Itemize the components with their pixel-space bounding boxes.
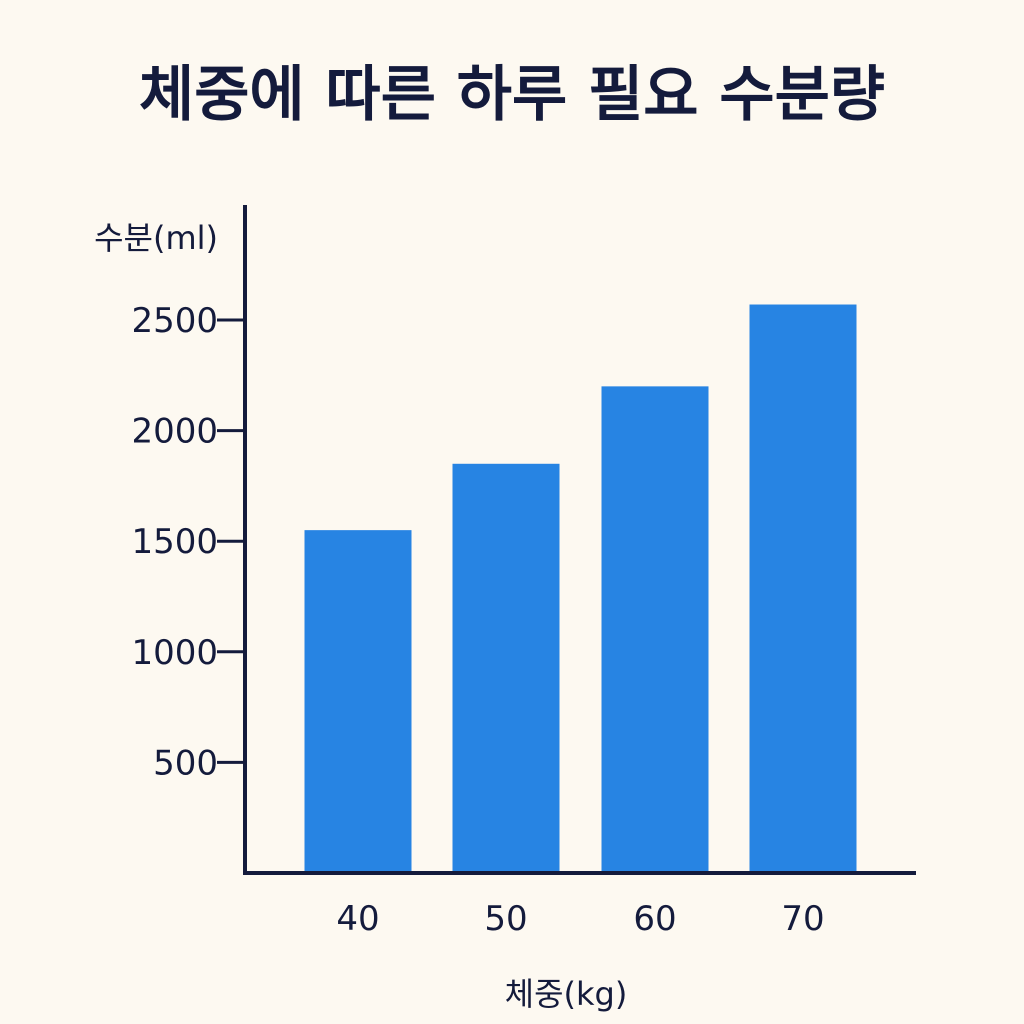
y-tick-label: 500 — [153, 743, 218, 783]
bar-40 — [304, 530, 412, 873]
y-axis-title: 수분(ml) — [94, 219, 218, 257]
x-tick-label: 50 — [484, 899, 527, 939]
y-tick-label: 1500 — [131, 522, 218, 562]
y-tick-group: 500 1000 1500 2000 2500 — [131, 301, 245, 783]
chart-title: 체중에 따른 하루 필요 수분량 — [139, 60, 885, 130]
x-tick-label: 60 — [633, 899, 676, 939]
x-tick-group: 40 50 60 70 — [336, 899, 824, 939]
x-axis-title: 체중(kg) — [505, 975, 628, 1013]
bar-group — [304, 304, 857, 873]
y-tick-label: 2500 — [131, 301, 218, 341]
x-tick-label: 70 — [781, 899, 824, 939]
x-tick-label: 40 — [336, 899, 379, 939]
bar-50 — [452, 463, 560, 873]
bar-60 — [601, 386, 709, 873]
bar-70 — [749, 304, 857, 873]
y-tick-label: 1000 — [131, 633, 218, 673]
y-tick-label: 2000 — [131, 412, 218, 452]
